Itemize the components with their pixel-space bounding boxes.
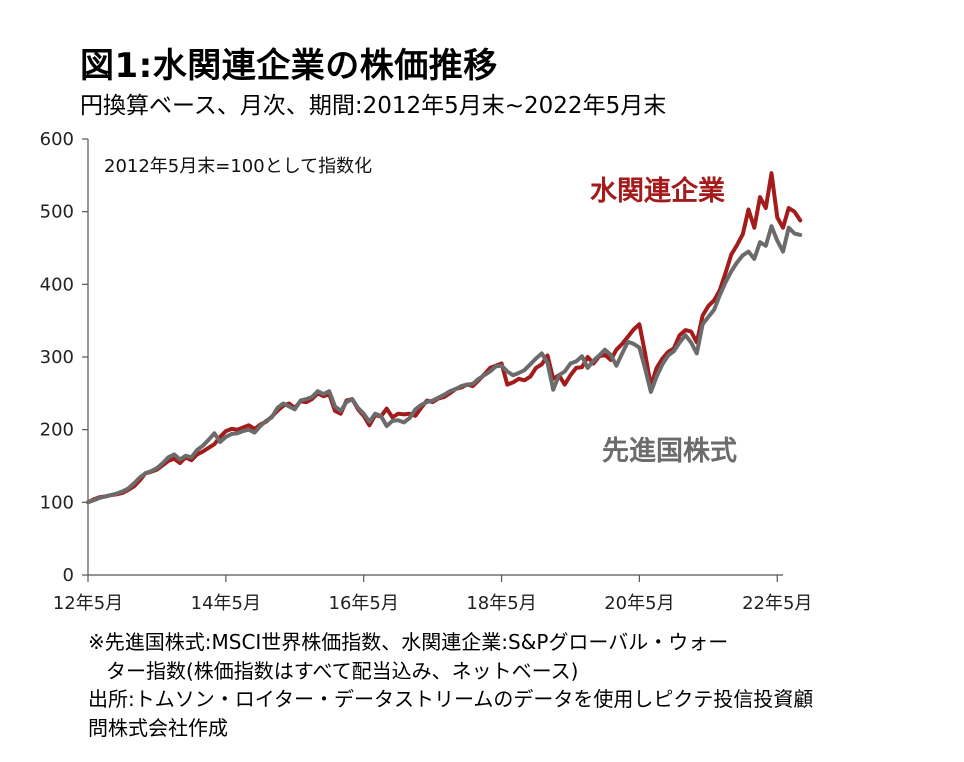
x-tick-label: 14年5月 [191, 593, 261, 614]
x-tick-label: 20年5月 [604, 593, 674, 614]
series-lines [86, 171, 803, 505]
chart-subtitle: 円換算ベース、月次、期間:2012年5月末~2022年5月末 [80, 93, 667, 119]
y-tick-label: 0 [63, 565, 74, 586]
tick-labels: 0 100 200 300 400 500 600 12年5月 14年5月 16年5月 18年5月 2… [40, 129, 813, 614]
series-label-water-companies: 水関連企業 [590, 175, 725, 207]
series-line-developed-equities [86, 224, 803, 505]
footnote-line: 問株式会社作成 [88, 715, 228, 740]
footnote-line: ター指数(株価指数はすべて配当込み、ネットベース) [106, 658, 579, 683]
x-tick-label: 22年5月 [742, 593, 812, 614]
y-tick-label: 300 [40, 347, 74, 368]
y-tick-label: 200 [40, 420, 74, 441]
footnotes: ※先進国株式:MSCI世界株価指数、水関連企業:S&Pグローバル・ウォー ター指… [88, 628, 813, 742]
y-tick-label: 500 [40, 202, 74, 223]
y-tick-label: 100 [40, 492, 74, 513]
x-tick-label: 12年5月 [53, 593, 123, 614]
x-tick-label: 18年5月 [466, 593, 536, 614]
chart-title: 図1:水関連企業の株価推移 [80, 46, 498, 86]
series-label-developed-equities: 先進国株式 [602, 436, 737, 467]
x-tick-label: 16年5月 [329, 593, 399, 614]
chart-annotation: 2012年5月末=100として指数化 [104, 156, 372, 177]
y-tick-label: 400 [40, 274, 74, 295]
footnote-line: 出所:トムソン・ロイター・データストリームのデータを使用しピクテ投信投資顧 [88, 687, 814, 711]
footnote-line: ※先進国株式:MSCI世界株価指数、水関連企業:S&Pグローバル・ウォー [88, 630, 729, 654]
line-chart: 0 100 200 300 400 500 600 12年5月 14年5月 16年5月 18年5月 2… [40, 129, 813, 614]
y-tick-label: 600 [40, 129, 74, 150]
